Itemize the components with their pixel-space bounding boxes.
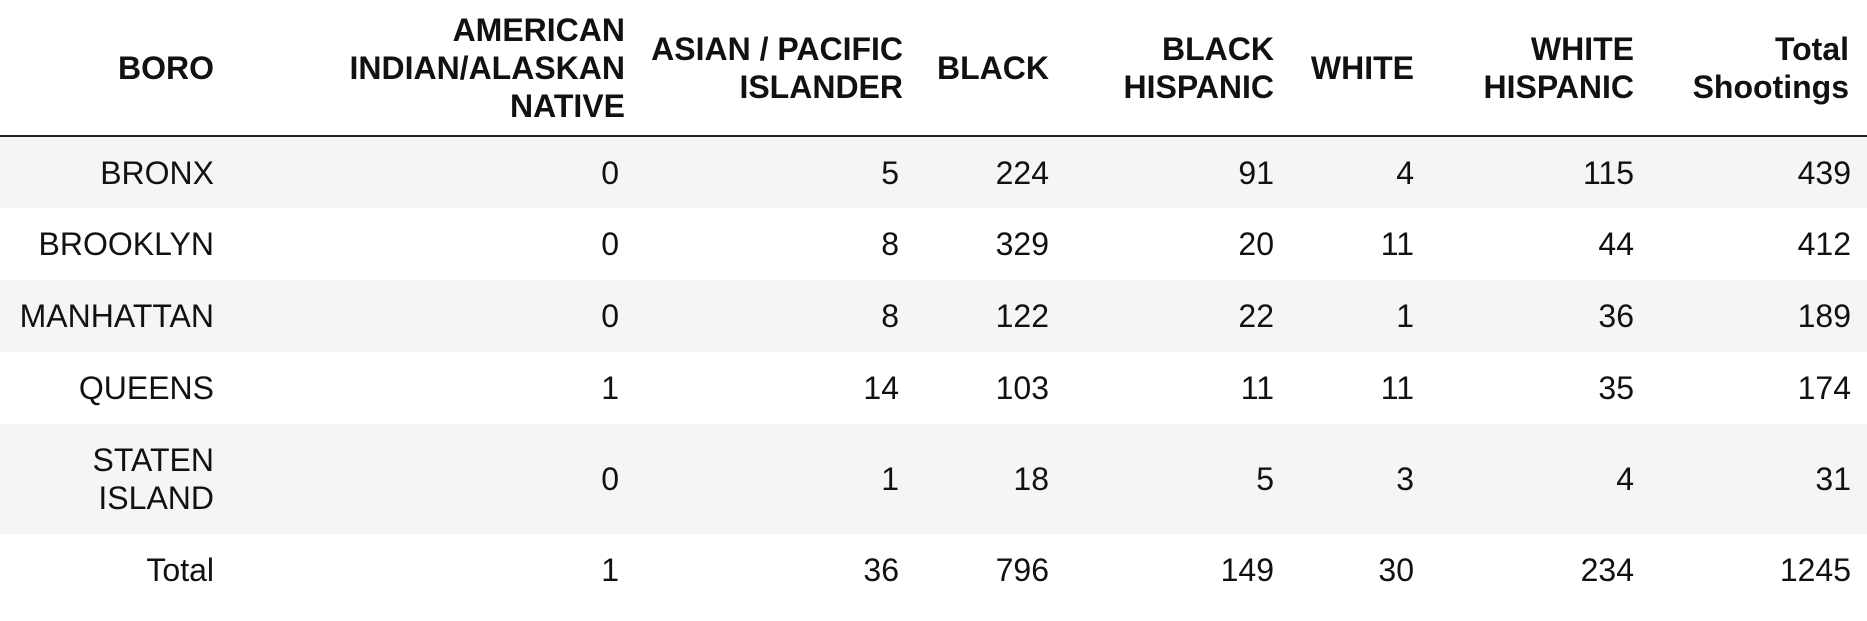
cell-value: 11 [1380, 226, 1414, 262]
table-row-queens: QUEENS 1 14 103 11 11 35 174 [0, 352, 1867, 424]
cell-value: 1 [601, 552, 619, 588]
row-label: MANHATTAN [19, 298, 214, 334]
cell-value: 224 [995, 154, 1049, 191]
header-white: WHITE [1290, 0, 1430, 137]
row-label: Total [146, 552, 214, 588]
cell-value: 1245 [1779, 552, 1851, 588]
header-row: BORO AMERICAN INDIAN/ALASKAN NATIVE ASIA… [0, 0, 1867, 137]
cell-value: 8 [881, 298, 899, 334]
header-american-indian: AMERICAN INDIAN/ALASKAN NATIVE [230, 0, 635, 137]
table-body: BRONX 0 5 224 91 4 115 439 BROOKLYN 0 8 … [0, 136, 1867, 606]
cell-value: 31 [1815, 461, 1851, 497]
header-boro: BORO [0, 0, 230, 137]
cell-value: 4 [1396, 154, 1414, 191]
table-row-brooklyn: BROOKLYN 0 8 329 20 11 44 412 [0, 208, 1867, 280]
cell-value: 103 [995, 370, 1049, 406]
cell-value: 1 [1396, 298, 1414, 334]
cell-value: 796 [995, 552, 1049, 588]
cell-value: 122 [995, 298, 1049, 334]
cell-value: 35 [1598, 370, 1634, 406]
cell-value: 0 [601, 226, 619, 262]
table-row-bronx: BRONX 0 5 224 91 4 115 439 [0, 136, 1867, 208]
cell-value: 1 [601, 370, 619, 406]
table-header: BORO AMERICAN INDIAN/ALASKAN NATIVE ASIA… [0, 0, 1867, 137]
cell-value: 439 [1797, 154, 1851, 191]
cell-value: 36 [1598, 298, 1634, 334]
cell-value: 115 [1582, 154, 1634, 191]
cell-value: 189 [1797, 298, 1851, 334]
row-label: QUEENS [78, 370, 214, 406]
cell-value: 22 [1238, 298, 1274, 334]
shootings-table: BORO AMERICAN INDIAN/ALASKAN NATIVE ASIA… [0, 0, 1867, 606]
row-label: BRONX [100, 154, 214, 191]
cell-value: 36 [863, 552, 899, 588]
cell-value: 3 [1396, 461, 1414, 497]
cell-value: 234 [1580, 552, 1634, 588]
cell-value: 412 [1797, 226, 1851, 262]
header-total-shootings: Total Shootings [1650, 0, 1867, 137]
cell-value: 4 [1616, 461, 1634, 497]
cell-value: 329 [995, 226, 1049, 262]
cell-value: 11 [1240, 370, 1274, 406]
cell-value: 0 [601, 154, 619, 191]
cell-value: 0 [601, 461, 619, 497]
row-label: BROOKLYN [38, 226, 214, 262]
table-row-staten-island: STATEN ISLAND 0 1 18 5 3 4 31 [0, 424, 1867, 534]
cell-value: 1 [881, 461, 899, 497]
cell-value: 5 [881, 154, 899, 191]
cell-value: 44 [1598, 226, 1634, 262]
cell-value: 18 [1013, 461, 1049, 497]
cell-value: 8 [881, 226, 899, 262]
header-white-hispanic: WHITE HISPANIC [1430, 0, 1650, 137]
cell-value: 11 [1380, 370, 1414, 406]
cell-value: 174 [1797, 370, 1851, 406]
row-label: STATEN ISLAND [92, 442, 214, 516]
cell-value: 149 [1220, 552, 1274, 588]
cell-value: 5 [1256, 461, 1274, 497]
cell-value: 30 [1378, 552, 1414, 588]
header-black-hispanic: BLACK HISPANIC [1065, 0, 1290, 137]
table-row-manhattan: MANHATTAN 0 8 122 22 1 36 189 [0, 280, 1867, 352]
table-row-total: Total 1 36 796 149 30 234 1245 [0, 534, 1867, 606]
cell-value: 91 [1238, 154, 1274, 191]
cell-value: 14 [863, 370, 899, 406]
cell-value: 20 [1238, 226, 1274, 262]
cell-value: 0 [601, 298, 619, 334]
header-asian-pacific: ASIAN / PACIFIC ISLANDER [635, 0, 915, 137]
header-black: BLACK [915, 0, 1065, 137]
